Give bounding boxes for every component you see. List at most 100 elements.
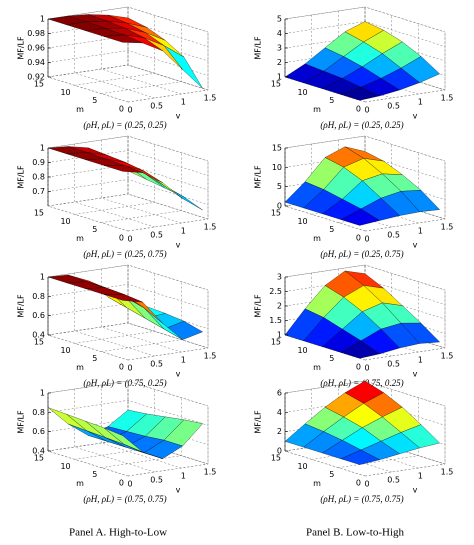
subplot: 1 2 3 4 5 0 5 10 15 0 0.5 1 1.5 MF/LF m v (ρH, ρL) = (0.… [254,6,454,130]
x-tick-label: 1.5 [204,94,217,103]
grid-line [364,32,446,103]
axis-pane [47,193,209,232]
surface-patch [103,165,143,173]
panel-label: Panel A. High-to-Low [69,527,167,539]
x-tick-label: 1.5 [204,223,217,232]
x-tick-label: 1 [181,472,186,481]
grid-line [364,161,446,232]
panel-label: Panel B. Low-to-High [306,527,405,539]
y-tick-label: 0 [119,479,124,488]
grid-line [364,406,446,477]
y-tick-label: 5 [92,96,97,105]
x-tick-label: 1.5 [441,468,454,477]
x-tick-label: 0 [364,106,369,115]
surface-patch [340,208,381,226]
y-tick-label: 10 [60,217,70,226]
x-tick-label: 1 [418,356,423,365]
grid-line [127,406,209,477]
z-tick-label: 2 [277,302,282,311]
x-tick-label: 1.5 [441,94,454,103]
caption: (ρH, ρL) = (0.25, 0.75) [83,249,166,259]
y-tick-label: 15 [271,454,281,463]
y-tick-label: 10 [60,346,70,355]
z-tick-label: 6 [277,389,282,398]
y-axis-label: m [76,234,84,243]
x-tick-label: 1.5 [441,352,454,361]
z-axis-label: MF/LF [17,36,26,60]
z-tick-label: 0.7 [32,187,45,196]
x-tick-label: 1 [418,472,423,481]
z-tick-label: 10 [272,163,282,172]
z-tick-label: 1 [40,273,45,282]
y-tick-label: 5 [92,354,97,363]
z-tick-label: 0.96 [27,44,45,53]
y-tick-label: 15 [34,454,44,463]
surface-patch [340,449,381,465]
z-tick-label: 0.92 [27,73,45,82]
x-tick-label: 1 [418,227,423,236]
y-tick-label: 15 [271,80,281,89]
z-tick-label: 4 [277,408,282,417]
grid-line [101,281,182,352]
x-tick-label: 0.5 [150,360,163,369]
z-tick-label: 5 [277,15,282,24]
y-tick-label: 5 [92,225,97,234]
surface-patch [103,427,143,453]
y-tick-label: 5 [329,96,334,105]
z-tick-label: 1 [277,73,282,82]
z-tick-label: 3 [277,44,282,53]
z-tick-label: 0.8 [32,173,45,182]
y-tick-label: 0 [356,479,361,488]
grid-line [47,265,129,336]
y-tick-label: 10 [297,88,307,97]
surface-patch [85,287,125,295]
z-tick-label: 0.8 [32,292,45,301]
x-tick-label: 0 [127,235,132,244]
y-axis-label: m [76,363,84,372]
x-axis-label: v [413,486,418,495]
y-tick-label: 0 [356,105,361,114]
z-axis-label: MF/LF [254,410,263,434]
y-tick-label: 15 [34,338,44,347]
y-tick-label: 10 [297,346,307,355]
x-axis-label: v [413,112,418,121]
x-tick-label: 0 [127,364,132,373]
x-tick-label: 0.5 [150,476,163,485]
grid-line [127,136,209,220]
y-axis-label: m [313,479,321,488]
y-axis-label: m [313,363,321,372]
x-tick-label: 0 [364,364,369,373]
grid-line [47,7,129,78]
y-tick-label: 5 [329,470,334,479]
y-axis-label: m [313,234,321,243]
x-tick-label: 0.5 [387,102,400,111]
y-axis-label: m [76,479,84,488]
caption: (ρH, ρL) = (0.75, 0.75) [83,494,166,504]
grid-line [101,397,182,468]
x-axis-label: v [413,241,418,250]
z-tick-label: 1 [40,389,45,398]
y-tick-label: 0 [356,363,361,372]
x-tick-label: 0.5 [150,231,163,240]
grid-line [127,161,209,232]
z-tick-label: 0.94 [27,58,45,67]
grid-line [74,15,155,86]
y-tick-label: 10 [297,462,307,471]
z-axis-label: MF/LF [254,36,263,60]
z-axis-label: MF/LF [17,165,26,189]
y-tick-label: 0 [119,363,124,372]
y-tick-label: 0 [356,234,361,243]
z-tick-label: 0.4 [32,447,45,456]
x-tick-label: 0.5 [387,476,400,485]
grid-line [47,136,129,207]
caption: (ρH, ρL) = (0.25, 0.25) [83,120,166,130]
z-tick-label: 0 [277,447,282,456]
z-axis-label: MF/LF [254,294,263,318]
y-tick-label: 15 [34,209,44,218]
z-tick-label: 1 [277,331,282,340]
z-tick-label: 0.8 [32,408,45,417]
z-tick-label: 2 [277,58,282,67]
